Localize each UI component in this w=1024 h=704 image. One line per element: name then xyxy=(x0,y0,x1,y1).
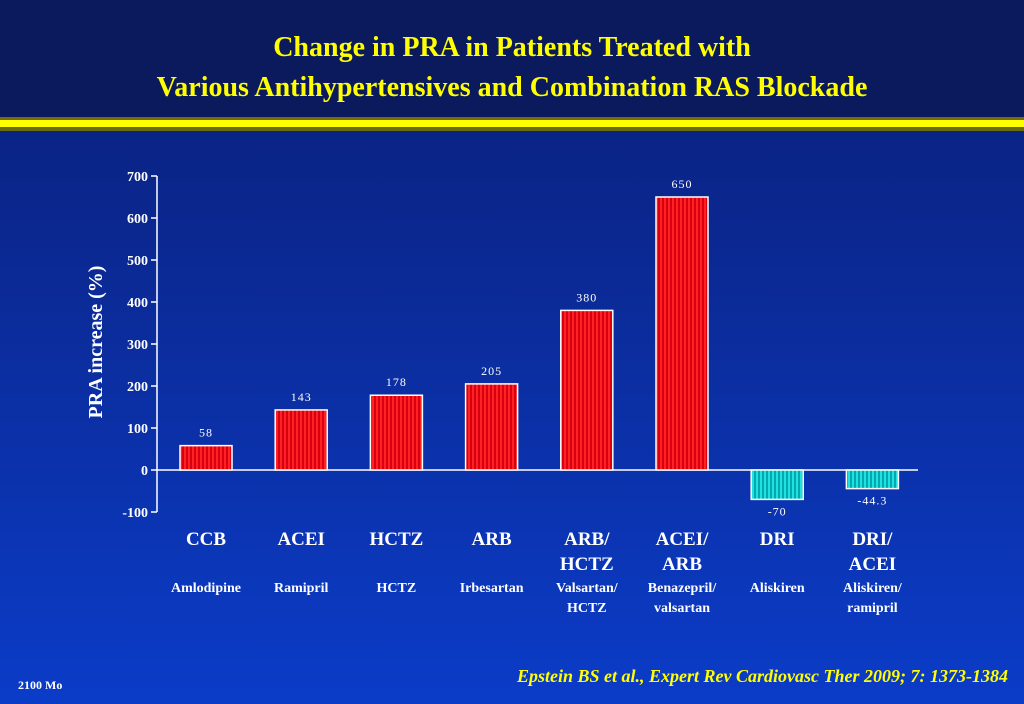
slide-code: 2100 Mo xyxy=(18,678,63,692)
drug-label: ramipril xyxy=(847,601,898,616)
y-tick-label: 700 xyxy=(127,170,148,185)
category-label: HCTZ xyxy=(560,554,614,575)
y-tick-label: 0 xyxy=(141,464,148,479)
bar xyxy=(750,469,804,501)
category-label: DRI xyxy=(760,529,795,550)
category-label: ARB xyxy=(662,554,702,575)
drug-label: Valsartan/ xyxy=(556,581,619,596)
title-rule-dark xyxy=(0,117,1024,120)
data-label: 380 xyxy=(576,290,597,304)
y-tick-label: 100 xyxy=(127,422,148,437)
category-label: ACEI/ xyxy=(656,529,710,550)
data-label: 178 xyxy=(386,375,407,389)
data-label: -70 xyxy=(768,504,787,518)
drug-label: Ramipril xyxy=(274,581,329,596)
data-label: -44.3 xyxy=(857,494,887,508)
drug-label: Benazepril/ xyxy=(648,581,718,596)
chart-labels: 58 CCB Amlodipine 143 ACEI Ramipril 178 HCTZ HCT… xyxy=(171,177,903,616)
y-tick-label: 500 xyxy=(127,254,148,269)
title-rule-yellow xyxy=(0,120,1024,127)
y-tick-label: 600 xyxy=(127,212,148,227)
drug-label: HCTZ xyxy=(567,601,607,616)
bar xyxy=(560,309,614,471)
data-label: 205 xyxy=(481,364,502,378)
drug-label: Amlodipine xyxy=(171,581,241,596)
bar xyxy=(274,409,328,471)
bar xyxy=(369,394,424,471)
category-label: ACEI xyxy=(277,529,325,550)
title-line-1: Change in PRA in Patients Treated with xyxy=(273,32,751,63)
y-axis-title: PRA increase (%) xyxy=(85,266,107,419)
y-tick-label: -100 xyxy=(122,506,148,521)
citation: Epstein BS et al., Expert Rev Cardiovasc… xyxy=(517,666,1008,686)
category-label: HCTZ xyxy=(369,529,423,550)
data-label: 58 xyxy=(199,426,213,440)
title-rule-olive xyxy=(0,127,1024,131)
drug-label: valsartan xyxy=(654,601,710,616)
drug-label: Aliskiren/ xyxy=(843,581,903,596)
header-band xyxy=(0,0,1024,117)
bar xyxy=(464,383,519,471)
data-label: 143 xyxy=(291,390,312,404)
bar xyxy=(845,469,900,490)
category-label: ARB xyxy=(472,529,512,550)
slide-title: Change in PRA in Patients Treated with V… xyxy=(0,28,1024,108)
y-tick-label: 300 xyxy=(127,338,148,353)
category-label: ACEI xyxy=(849,554,897,575)
title-line-2: Various Antihypertensives and Combinatio… xyxy=(156,72,868,103)
bar xyxy=(655,196,709,471)
y-tick-label: 200 xyxy=(127,380,148,395)
drug-label: HCTZ xyxy=(377,581,417,596)
drug-label: Aliskiren xyxy=(750,581,805,596)
drug-label: Irbesartan xyxy=(460,581,524,596)
category-label: ARB/ xyxy=(564,529,610,550)
data-label: 650 xyxy=(672,177,693,191)
category-label: DRI/ xyxy=(852,529,893,550)
bar xyxy=(179,444,233,471)
y-tick-label: 400 xyxy=(127,296,148,311)
chart-bars xyxy=(179,196,900,501)
category-label: CCB xyxy=(186,529,226,550)
